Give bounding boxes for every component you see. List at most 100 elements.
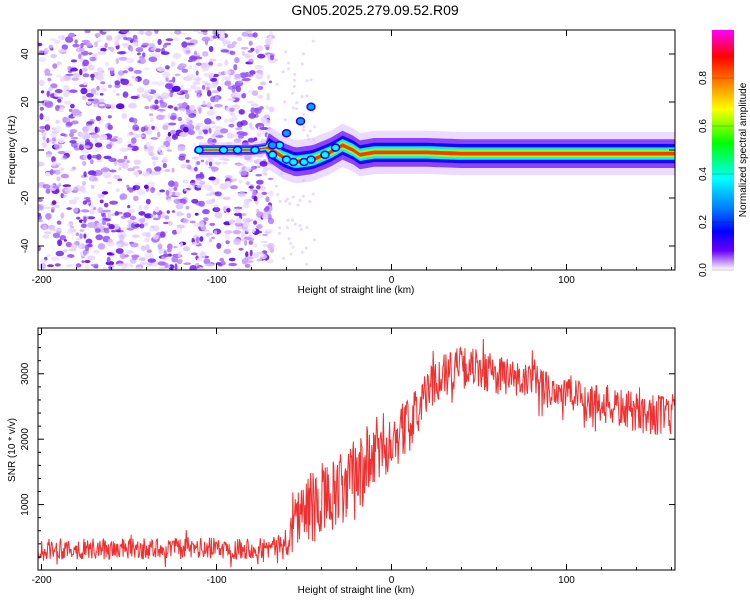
noise-cell: [214, 161, 222, 166]
colorbar-gradient: [712, 30, 734, 270]
noise-cell: [180, 83, 184, 91]
noise-cell: [283, 100, 287, 104]
noise-cell: [83, 197, 91, 200]
noise-cell: [54, 169, 61, 175]
noise-cell: [102, 191, 109, 195]
branch-blob: [281, 128, 292, 138]
noise-cell: [60, 212, 65, 219]
noise-cell: [99, 93, 104, 96]
noise-cell: [240, 170, 248, 176]
noise-cell: [186, 74, 196, 79]
noise-cell: [130, 264, 134, 268]
noise-cell: [63, 100, 72, 105]
noise-cell: [93, 103, 98, 107]
noise-cell: [154, 48, 161, 53]
noise-cell: [89, 56, 96, 62]
noise-cell: [213, 129, 220, 136]
noise-cell: [298, 224, 302, 228]
noise-cell: [82, 59, 90, 67]
noise-cell: [205, 160, 209, 166]
snr-y-tick-label: 3000: [20, 362, 31, 385]
spectrogram-y-tick-label: -20: [20, 190, 31, 205]
noise-cell: [107, 84, 112, 89]
noise-cell: [74, 39, 78, 44]
noise-cell: [261, 212, 269, 218]
noise-cell: [126, 132, 132, 137]
noise-cell: [85, 199, 91, 203]
noise-cell: [51, 200, 57, 205]
noise-cell: [206, 90, 212, 97]
noise-cell: [100, 85, 106, 89]
noise-cell: [305, 226, 309, 230]
noise-cell: [184, 93, 190, 100]
noise-cell: [122, 44, 129, 48]
signal-blob: [306, 155, 316, 164]
noise-cell: [177, 117, 183, 122]
noise-cell: [39, 262, 47, 270]
noise-cell: [91, 77, 95, 81]
noise-cell: [39, 113, 44, 120]
noise-cell: [126, 57, 134, 64]
noise-cell: [242, 222, 248, 228]
snr-marks: [38, 338, 675, 568]
noise-cell: [151, 125, 155, 130]
noise-cell: [184, 78, 193, 82]
noise-cell: [143, 205, 149, 210]
noise-cell: [295, 107, 299, 111]
noise-cell: [255, 73, 263, 80]
branch-blob: [306, 102, 316, 112]
noise-cell: [145, 244, 150, 251]
noise-cell: [222, 42, 227, 47]
noise-cell: [182, 102, 188, 108]
noise-cell: [241, 258, 248, 265]
noise-cell: [153, 217, 160, 221]
noise-cell: [198, 132, 202, 135]
noise-cell: [65, 36, 74, 43]
noise-cell: [140, 245, 147, 251]
noise-cell: [112, 89, 116, 93]
noise-cell: [202, 31, 208, 36]
noise-cell: [202, 125, 210, 131]
noise-cell: [148, 126, 152, 132]
noise-cell: [198, 181, 206, 185]
noise-cell: [150, 137, 159, 140]
noise-cell: [43, 47, 49, 55]
noise-cell: [130, 242, 139, 248]
noise-cell: [123, 212, 131, 218]
noise-cell: [240, 46, 249, 50]
noise-cell: [81, 260, 85, 264]
noise-cell: [253, 220, 258, 225]
noise-cell: [213, 204, 219, 208]
noise-cell: [38, 161, 45, 167]
snr-y-label: SNR (10 * v/v): [7, 418, 18, 482]
noise-cell: [115, 58, 120, 65]
noise-cell: [111, 230, 116, 233]
noise-cell: [152, 234, 159, 240]
noise-cell: [255, 48, 260, 54]
noise-cell: [253, 137, 258, 141]
noise-cell: [90, 133, 100, 139]
noise-cell: [107, 124, 113, 131]
noise-cell: [89, 208, 95, 215]
noise-cell: [90, 159, 94, 165]
noise-cell: [197, 93, 201, 98]
noise-cell: [198, 220, 205, 228]
noise-cell: [287, 237, 291, 241]
noise-cell: [222, 161, 228, 165]
noise-cell: [152, 161, 157, 166]
noise-cell: [201, 36, 211, 42]
noise-cell: [147, 146, 155, 151]
noise-cell: [191, 156, 200, 160]
noise-cell: [130, 143, 138, 146]
noise-cell: [233, 63, 238, 71]
branch-blob: [267, 140, 278, 150]
noise-cell: [211, 90, 220, 94]
noise-cell: [267, 242, 275, 249]
noise-cell: [126, 227, 134, 231]
noise-cell: [93, 249, 100, 254]
noise-cell: [119, 147, 129, 152]
signal-blob: [330, 143, 341, 152]
noise-cell: [144, 252, 154, 260]
noise-cell: [186, 212, 192, 219]
